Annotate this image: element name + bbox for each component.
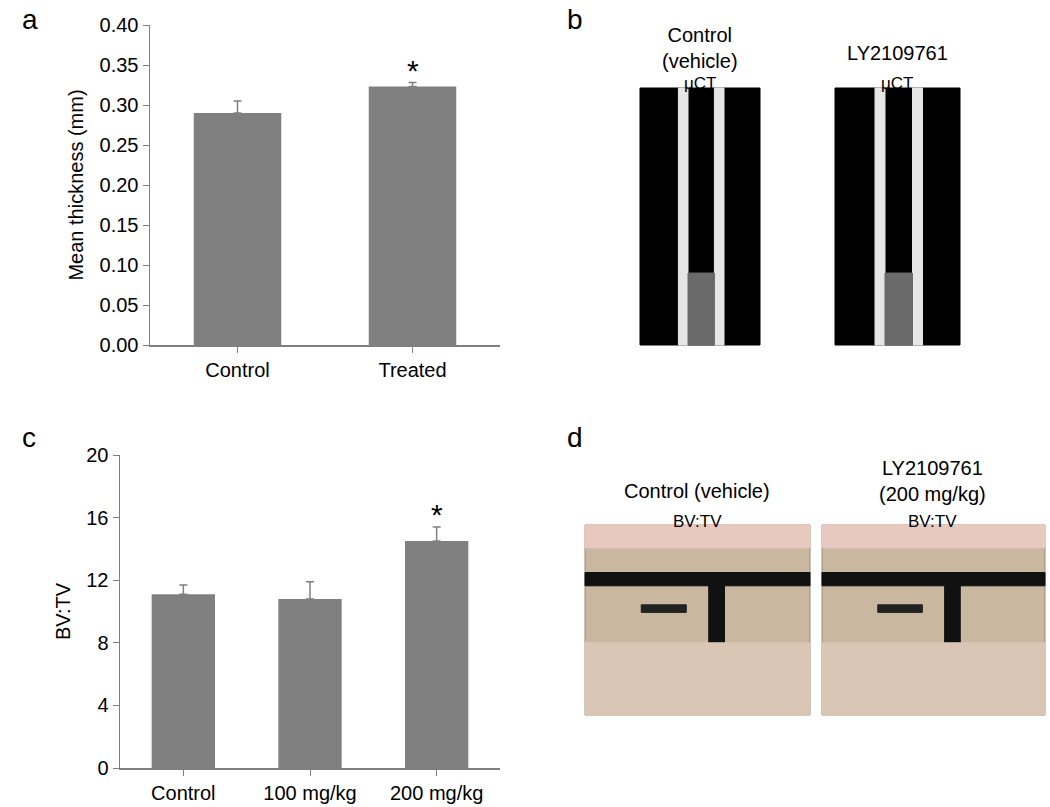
svg-text:0.10: 0.10	[100, 254, 139, 276]
svg-text:μCT: μCT	[881, 74, 913, 93]
svg-text:d: d	[567, 422, 583, 453]
svg-text:LY2109761(200 mg/kg): LY2109761(200 mg/kg)	[879, 457, 986, 505]
svg-text:*: *	[407, 54, 419, 87]
svg-text:0.05: 0.05	[100, 294, 139, 316]
svg-text:0.15: 0.15	[100, 214, 139, 236]
svg-text:BV:TV: BV:TV	[52, 582, 74, 640]
svg-text:BV:TV: BV:TV	[908, 512, 957, 531]
svg-text:Treated: Treated	[378, 359, 446, 381]
svg-text:BV:TV: BV:TV	[673, 512, 722, 531]
svg-text:8: 8	[97, 632, 108, 654]
svg-text:0.25: 0.25	[100, 134, 139, 156]
svg-text:μCT: μCT	[684, 74, 716, 93]
svg-text:Control: Control	[205, 359, 269, 381]
svg-text:0.35: 0.35	[100, 54, 139, 76]
svg-text:Control: Control	[151, 782, 215, 804]
svg-text:0.40: 0.40	[100, 14, 139, 36]
svg-text:Mean thickness (mm): Mean thickness (mm)	[65, 89, 87, 280]
svg-text:0.20: 0.20	[100, 174, 139, 196]
svg-text:a: a	[22, 4, 38, 35]
svg-text:b: b	[567, 4, 583, 35]
svg-text:20: 20	[86, 444, 108, 466]
svg-text:16: 16	[86, 507, 108, 529]
svg-text:12: 12	[86, 569, 108, 591]
svg-text:Control (vehicle): Control (vehicle)	[624, 480, 770, 502]
svg-text:0.00: 0.00	[100, 334, 139, 356]
svg-text:0.30: 0.30	[100, 94, 139, 116]
svg-text:100 mg/kg: 100 mg/kg	[263, 782, 356, 804]
svg-text:200 mg/kg: 200 mg/kg	[390, 782, 483, 804]
svg-text:0: 0	[97, 757, 108, 779]
svg-text:4: 4	[97, 694, 108, 716]
svg-text:Control(vehicle): Control(vehicle)	[662, 24, 738, 72]
svg-text:c: c	[22, 422, 36, 453]
svg-text:*: *	[431, 498, 443, 531]
svg-text:LY2109761: LY2109761	[847, 42, 948, 64]
